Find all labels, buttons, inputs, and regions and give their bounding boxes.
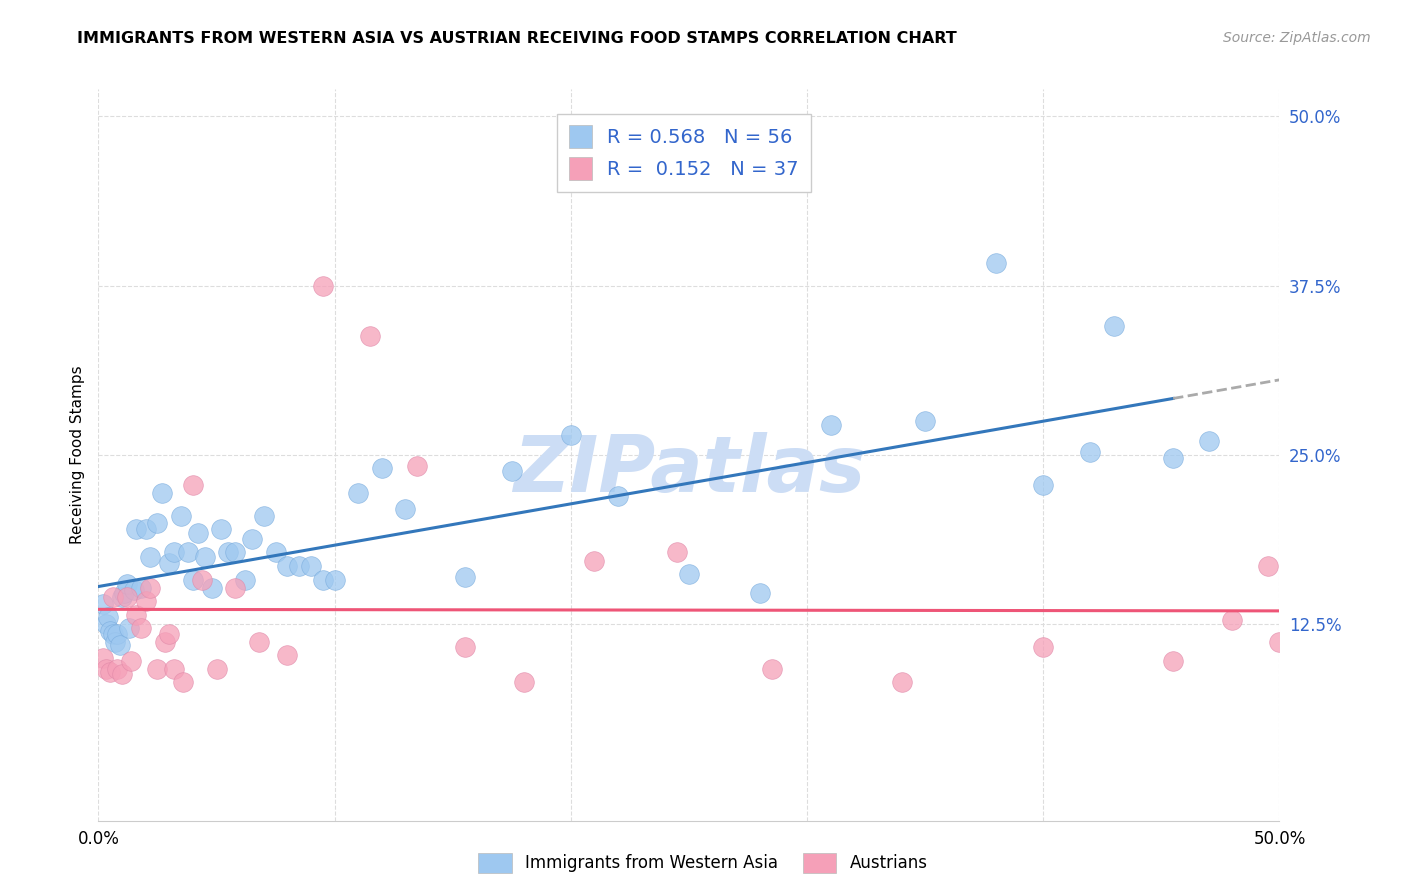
Point	[666, 545, 689, 559]
Point	[146, 516, 169, 530]
Point	[312, 278, 335, 293]
Point	[264, 545, 287, 559]
Point	[607, 489, 630, 503]
Point	[108, 638, 131, 652]
Point	[111, 667, 134, 681]
Point	[253, 508, 276, 523]
Legend: R = 0.568   N = 56, R =  0.152   N = 37: R = 0.568 N = 56, R = 0.152 N = 37	[557, 113, 811, 192]
Legend: Immigrants from Western Asia, Austrians: Immigrants from Western Asia, Austrians	[471, 847, 935, 880]
Point	[1032, 477, 1054, 491]
Point	[1032, 640, 1054, 655]
Point	[359, 328, 381, 343]
Point	[371, 461, 394, 475]
Point	[820, 418, 842, 433]
Point	[104, 635, 127, 649]
Point	[209, 523, 232, 537]
Point	[1220, 613, 1243, 627]
Point	[240, 532, 263, 546]
Point	[323, 573, 346, 587]
Point	[163, 662, 186, 676]
Point	[94, 617, 117, 632]
Point	[453, 570, 475, 584]
Point	[233, 573, 256, 587]
Point	[394, 502, 416, 516]
Point	[1268, 635, 1291, 649]
Point	[172, 675, 194, 690]
Point	[98, 665, 121, 679]
Point	[678, 567, 700, 582]
Point	[347, 486, 370, 500]
Point	[453, 640, 475, 655]
Point	[153, 635, 176, 649]
Point	[139, 581, 162, 595]
Text: IMMIGRANTS FROM WESTERN ASIA VS AUSTRIAN RECEIVING FOOD STAMPS CORRELATION CHART: IMMIGRANTS FROM WESTERN ASIA VS AUSTRIAN…	[77, 31, 957, 46]
Y-axis label: Receiving Food Stamps: Receiving Food Stamps	[69, 366, 84, 544]
Point	[748, 586, 770, 600]
Point	[187, 526, 209, 541]
Point	[91, 597, 114, 611]
Point	[112, 586, 135, 600]
Point	[97, 610, 120, 624]
Point	[914, 414, 936, 428]
Point	[512, 675, 534, 690]
Point	[105, 626, 128, 640]
Point	[150, 486, 173, 500]
Point	[312, 573, 335, 587]
Point	[247, 635, 270, 649]
Point	[121, 654, 143, 668]
Point	[111, 590, 134, 604]
Point	[890, 675, 912, 690]
Point	[761, 662, 783, 676]
Point	[224, 545, 246, 559]
Point	[276, 559, 298, 574]
Point	[299, 559, 322, 574]
Point	[157, 626, 180, 640]
Point	[163, 545, 186, 559]
Point	[1257, 559, 1279, 574]
Point	[288, 559, 311, 574]
Point	[101, 626, 124, 640]
Text: Source: ZipAtlas.com: Source: ZipAtlas.com	[1223, 31, 1371, 45]
Point	[1161, 654, 1184, 668]
Point	[583, 553, 606, 567]
Point	[146, 662, 169, 676]
Point	[406, 458, 429, 473]
Point	[224, 581, 246, 595]
Point	[91, 651, 114, 665]
Point	[157, 556, 180, 570]
Point	[194, 549, 217, 564]
Point	[118, 621, 141, 635]
Point	[181, 573, 204, 587]
Point	[181, 477, 204, 491]
Point	[129, 581, 152, 595]
Point	[115, 576, 138, 591]
Point	[94, 662, 117, 676]
Point	[191, 573, 214, 587]
Point	[560, 427, 582, 442]
Point	[170, 508, 193, 523]
Point	[101, 590, 124, 604]
Point	[984, 255, 1007, 269]
Point	[177, 545, 200, 559]
Point	[139, 549, 162, 564]
Point	[201, 581, 224, 595]
Point	[105, 662, 128, 676]
Point	[1161, 450, 1184, 465]
Point	[129, 621, 152, 635]
Point	[135, 594, 157, 608]
Point	[122, 583, 145, 598]
Point	[135, 523, 157, 537]
Point	[125, 607, 148, 622]
Point	[115, 590, 138, 604]
Point	[217, 545, 239, 559]
Point	[98, 624, 121, 638]
Point	[1198, 434, 1220, 449]
Point	[125, 523, 148, 537]
Point	[1080, 445, 1102, 459]
Text: ZIPatlas: ZIPatlas	[513, 432, 865, 508]
Point	[276, 648, 298, 663]
Point	[1102, 319, 1125, 334]
Point	[205, 662, 228, 676]
Point	[501, 464, 523, 478]
